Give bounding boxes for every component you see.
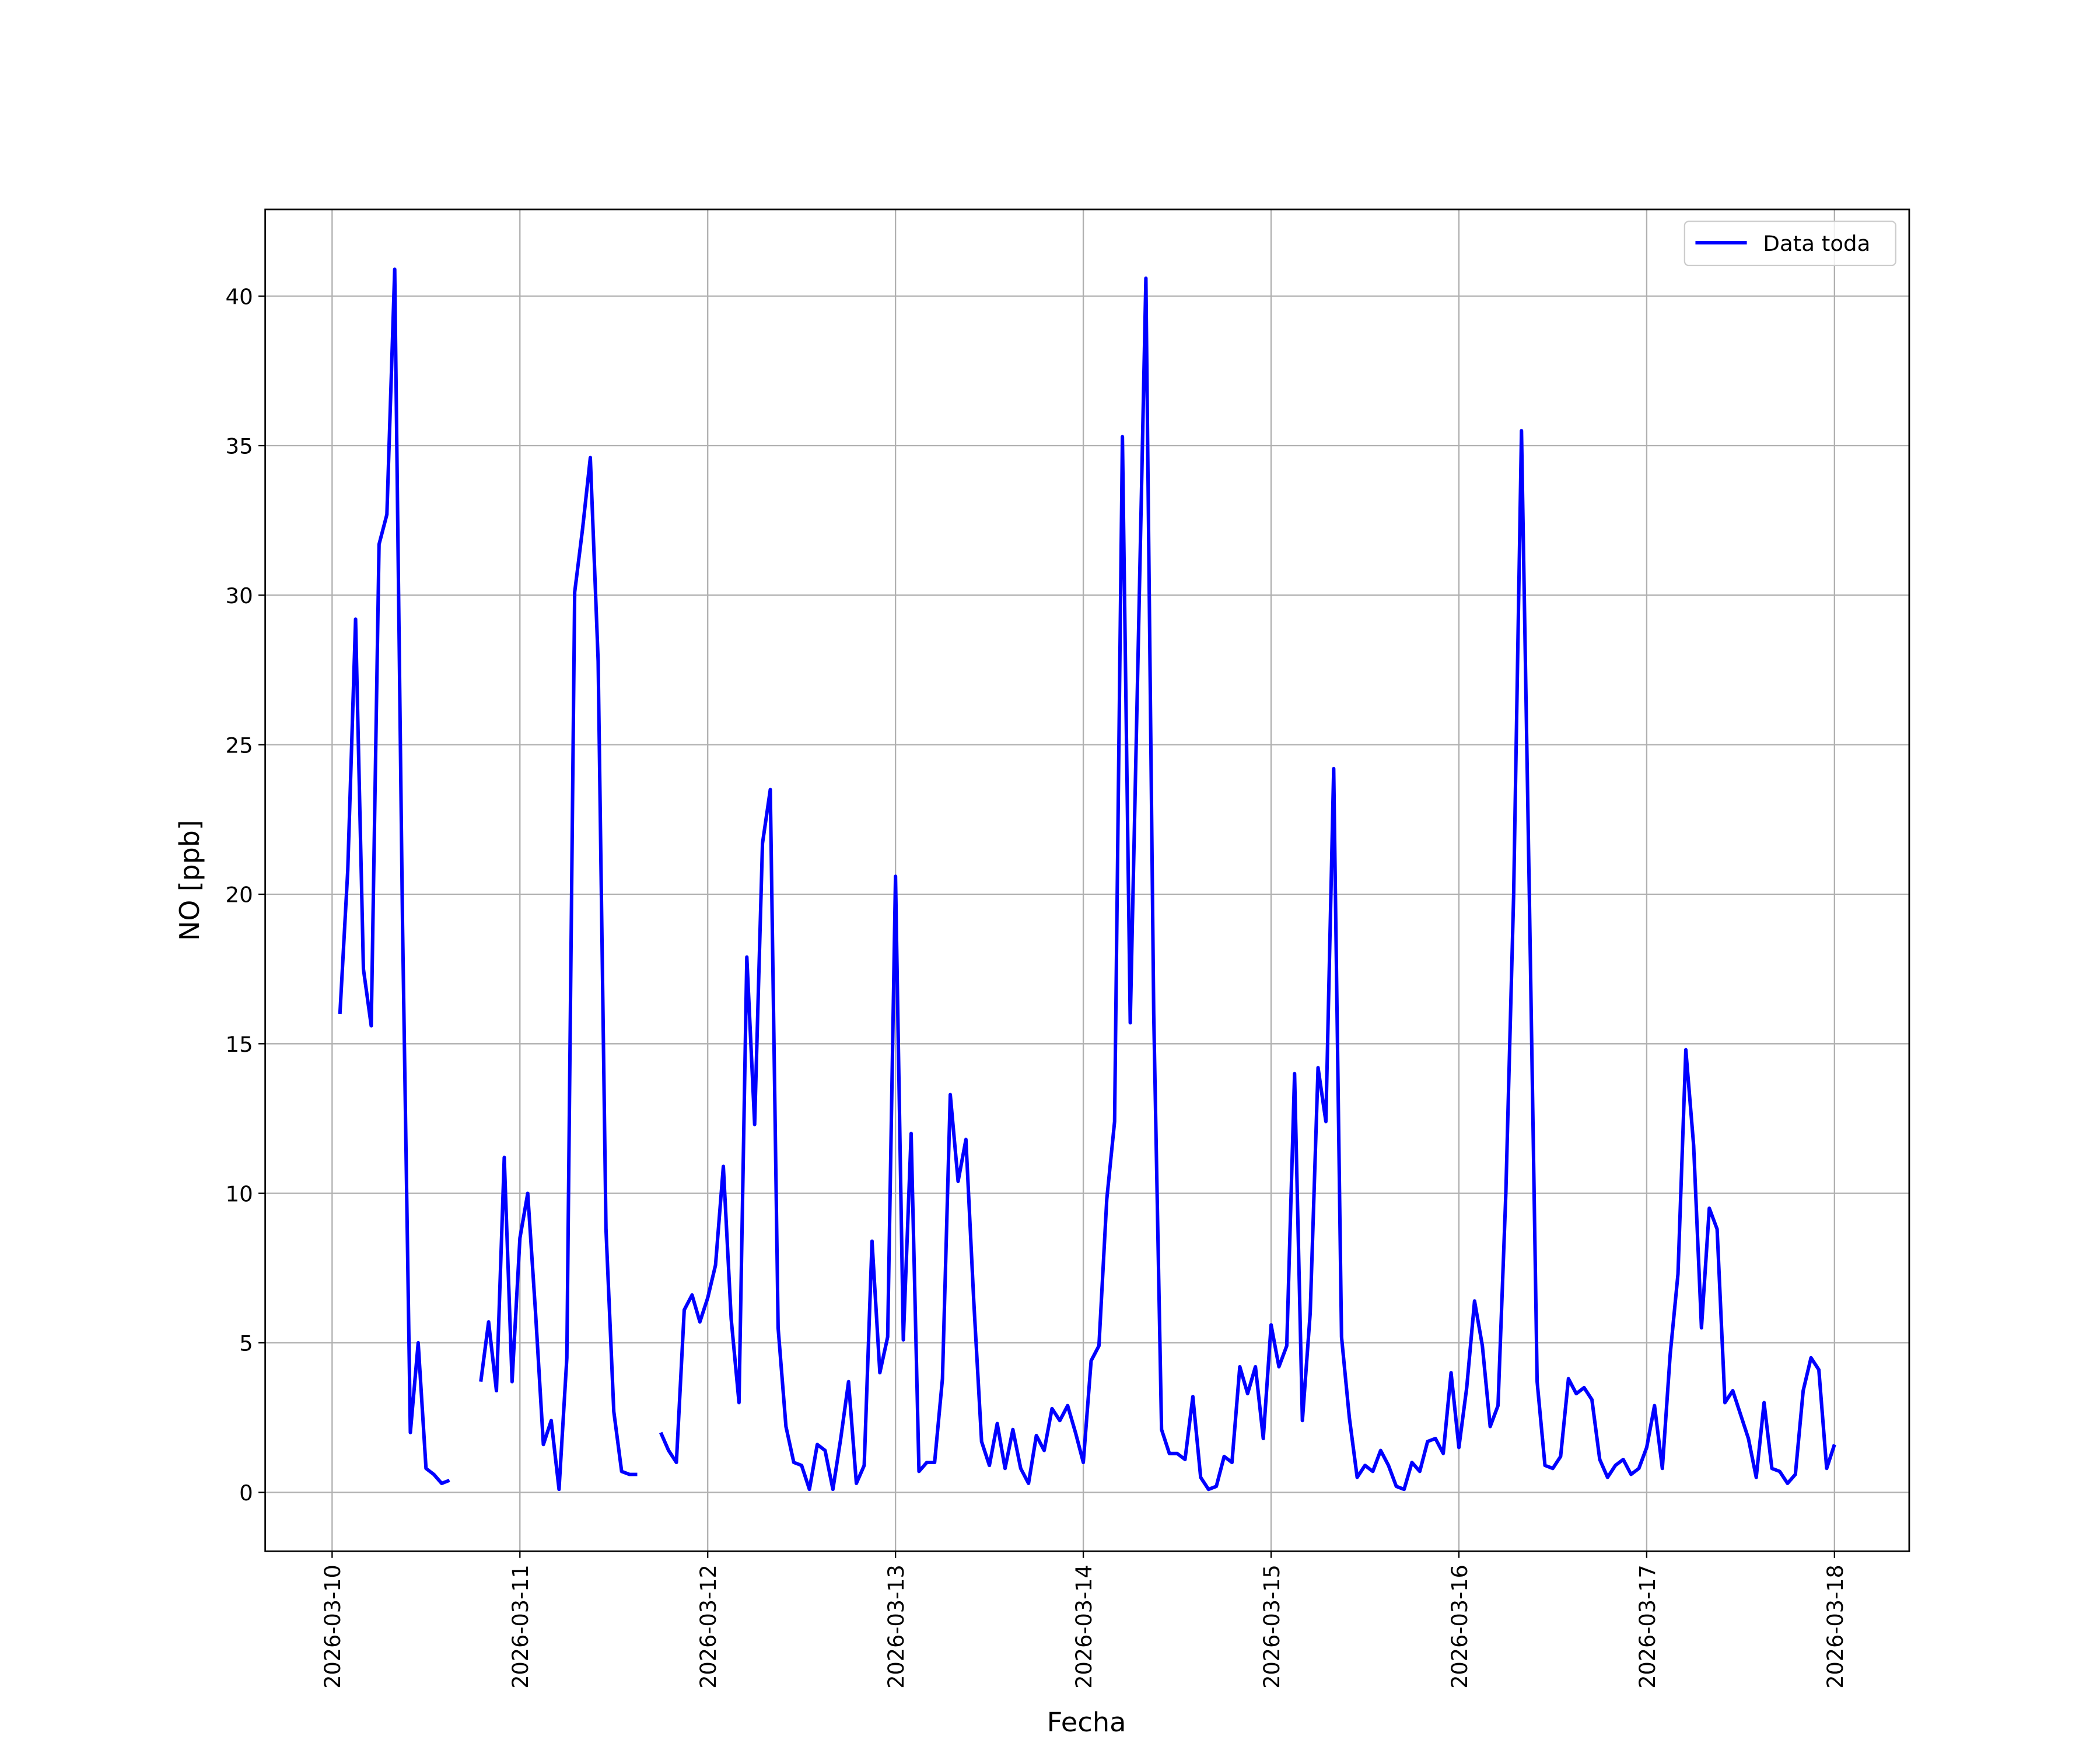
- x-tick-label: 2026-03-17: [1635, 1564, 1660, 1689]
- y-tick-label: 25: [226, 733, 253, 758]
- x-tick-label: 2026-03-11: [508, 1564, 533, 1689]
- x-tick-label: 2026-03-16: [1447, 1564, 1472, 1689]
- x-tick-label: 2026-03-10: [320, 1564, 345, 1689]
- y-tick-label: 20: [226, 883, 253, 908]
- axes-frame: [264, 208, 1910, 1552]
- y-tick-label: 0: [239, 1480, 253, 1506]
- data-line: [338, 267, 1836, 1492]
- y-tick-label: 15: [226, 1032, 253, 1057]
- y-tick-label: 35: [226, 434, 253, 459]
- y-tick-label: 30: [226, 583, 253, 608]
- legend-label: Data toda: [1763, 231, 1870, 256]
- x-tick-label: 2026-03-15: [1259, 1564, 1284, 1689]
- x-tick-label: 2026-03-18: [1823, 1564, 1848, 1689]
- y-axis-label: NO [ppb]: [174, 820, 205, 940]
- x-tick-label: 2026-03-12: [696, 1564, 721, 1689]
- y-tick-label: 10: [226, 1182, 253, 1207]
- y-tick-label: 5: [239, 1331, 253, 1356]
- x-tick-label: 2026-03-14: [1072, 1564, 1097, 1689]
- y-tick-label: 40: [226, 285, 253, 310]
- legend-box: [1684, 220, 1896, 267]
- x-tick-label: 2026-03-13: [884, 1564, 909, 1689]
- x-axis-label: Fecha: [1047, 1706, 1126, 1738]
